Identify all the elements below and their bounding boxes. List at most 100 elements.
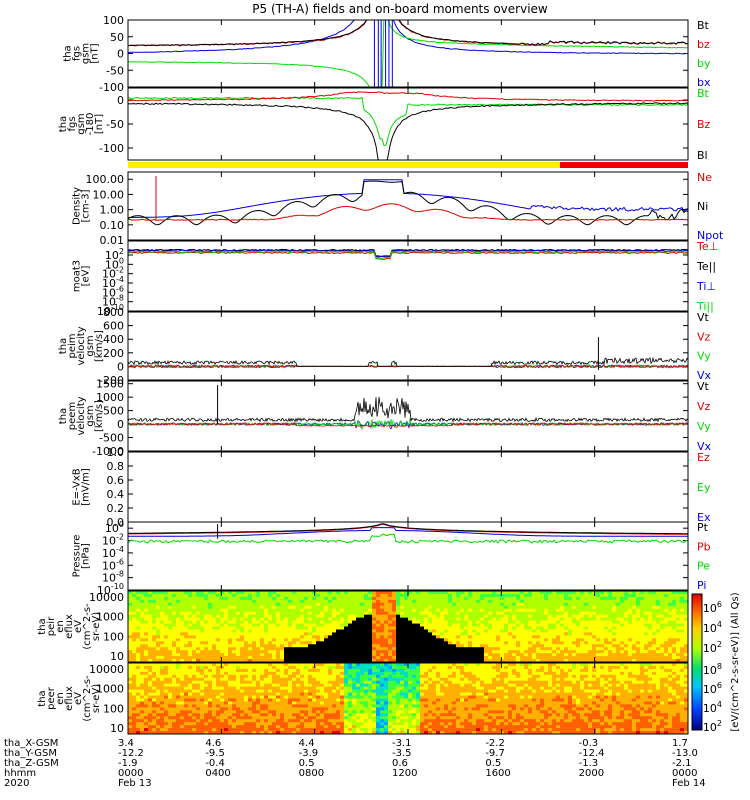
spectrogram-cell bbox=[632, 644, 637, 648]
spectrogram-cell bbox=[536, 656, 541, 660]
spectrogram-cell bbox=[208, 683, 213, 688]
spectrogram-cell bbox=[452, 656, 457, 660]
spectrogram-cell bbox=[216, 710, 221, 714]
spectrogram-cell bbox=[516, 611, 521, 616]
spectrogram-cell bbox=[404, 653, 409, 657]
spectrogram-cell bbox=[568, 623, 573, 627]
spectrogram-cell bbox=[568, 644, 573, 648]
spectrogram-cell bbox=[476, 620, 481, 625]
spectrogram-cell bbox=[216, 704, 221, 708]
spectrogram-cell bbox=[616, 608, 621, 613]
spectrogram-cell bbox=[172, 725, 177, 729]
spectrogram-cell bbox=[168, 617, 173, 622]
spectrogram-cell bbox=[168, 638, 173, 642]
spectrogram-cell bbox=[204, 716, 209, 720]
spectrogram-cell bbox=[652, 591, 657, 595]
spectrogram-cell bbox=[128, 722, 133, 726]
spectrogram-cell bbox=[396, 617, 401, 622]
spectrogram-cell bbox=[196, 602, 201, 607]
spectrogram-cell bbox=[268, 641, 273, 645]
spectrogram-cell bbox=[308, 650, 313, 654]
spectrogram-cell bbox=[392, 605, 397, 610]
spectrogram-cell bbox=[332, 617, 337, 622]
spectrogram-cell bbox=[644, 596, 649, 601]
spectrogram-cell bbox=[316, 596, 321, 601]
spectrogram-cell bbox=[168, 713, 173, 717]
spectrogram-cell bbox=[280, 632, 285, 636]
spectrogram-cell bbox=[680, 629, 685, 633]
spectrogram-cell bbox=[328, 599, 333, 604]
spectrogram-cell bbox=[208, 671, 213, 676]
spectrogram-cell bbox=[360, 650, 365, 654]
spectrogram-cell bbox=[488, 614, 493, 619]
spectrogram-cell bbox=[608, 632, 613, 636]
spectrogram-cell bbox=[180, 671, 185, 676]
spectrogram-cell bbox=[320, 626, 325, 630]
spectrogram-cell bbox=[372, 626, 377, 630]
spectrogram-cell bbox=[140, 611, 145, 616]
spectrogram-cell bbox=[140, 593, 145, 598]
spectrogram-cell bbox=[604, 602, 609, 607]
spectrogram-cell bbox=[212, 591, 217, 595]
spectrogram-cell bbox=[600, 623, 605, 627]
spectrogram-cell bbox=[600, 620, 605, 625]
spectrogram-cell bbox=[308, 629, 313, 633]
spectrogram-cell bbox=[216, 632, 221, 636]
spectrogram-cell bbox=[516, 593, 521, 598]
spectrogram-cell bbox=[144, 719, 149, 723]
spectrogram-cell bbox=[416, 629, 421, 633]
spectrogram-cell bbox=[552, 614, 557, 619]
spectrogram-cell bbox=[356, 650, 361, 654]
spectrogram-cell bbox=[416, 599, 421, 604]
spectrogram-cell bbox=[184, 596, 189, 601]
spectrogram-cell bbox=[360, 608, 365, 613]
spectrogram-cell bbox=[668, 647, 673, 651]
spectrogram-cell bbox=[244, 728, 249, 732]
spectrogram-cell bbox=[684, 620, 689, 625]
spectrogram-cell bbox=[456, 620, 461, 625]
spectrogram-cell bbox=[360, 647, 365, 651]
spectrogram-cell bbox=[188, 629, 193, 633]
spectrogram-cell bbox=[180, 591, 185, 595]
spectrogram-cell bbox=[316, 710, 321, 714]
spectrogram-cell bbox=[572, 641, 577, 645]
spectrogram-cell bbox=[164, 632, 169, 636]
spectrogram-cell bbox=[500, 650, 505, 654]
spectrogram-cell bbox=[248, 632, 253, 636]
spectrogram-cell bbox=[480, 617, 485, 622]
spectrogram-cell bbox=[344, 653, 349, 657]
spectrogram-cell bbox=[208, 722, 213, 726]
spectrogram-cell bbox=[268, 629, 273, 633]
spectrogram-cell bbox=[668, 620, 673, 625]
spectrogram-cell bbox=[388, 599, 393, 604]
spectrogram-cell bbox=[456, 602, 461, 607]
spectrogram-cell bbox=[136, 591, 141, 595]
spectrogram-cell bbox=[212, 680, 217, 685]
spectrogram-cell bbox=[240, 731, 245, 735]
spectrogram-cell bbox=[648, 608, 653, 613]
spectrogram-cell bbox=[164, 695, 169, 699]
spectrogram-cell bbox=[296, 719, 301, 723]
spectrogram-cell bbox=[192, 674, 197, 679]
spectrogram-cell bbox=[152, 599, 157, 604]
spectrogram-cell bbox=[232, 593, 237, 598]
panel-7-yticks: 1.00.80.60.40.20.0 bbox=[107, 446, 688, 529]
spectrogram-cell bbox=[212, 677, 217, 682]
spectrogram-cell bbox=[568, 602, 573, 607]
spectrogram-cell bbox=[220, 710, 225, 714]
spectrogram-cell bbox=[332, 599, 337, 604]
spectrogram-cell bbox=[144, 728, 149, 732]
spectrogram-cell bbox=[544, 617, 549, 622]
spectrogram-cell bbox=[368, 629, 373, 633]
spectrogram-cell bbox=[588, 620, 593, 625]
spectrogram-cell bbox=[584, 593, 589, 598]
spectrogram-cell bbox=[280, 728, 285, 732]
spectrogram-cell bbox=[632, 659, 637, 663]
spectrogram-cell bbox=[404, 614, 409, 619]
spectrogram-cell bbox=[228, 674, 233, 679]
spectrogram-cell bbox=[336, 608, 341, 613]
spectrogram-cell bbox=[384, 641, 389, 645]
spectrogram-cell bbox=[588, 626, 593, 630]
spectrogram-cell bbox=[648, 593, 653, 598]
spectrogram-cell bbox=[448, 656, 453, 660]
